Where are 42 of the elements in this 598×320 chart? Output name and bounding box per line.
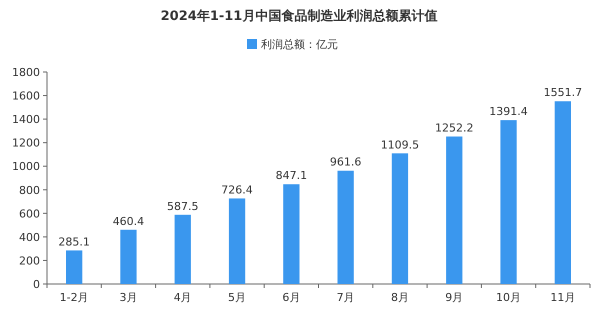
data-label: 847.1 xyxy=(276,169,308,182)
data-label: 460.4 xyxy=(112,214,144,228)
bar xyxy=(66,250,82,284)
data-label: 1252.2 xyxy=(435,122,474,135)
bar xyxy=(228,198,246,284)
x-tick-label: 10月 xyxy=(496,291,522,304)
x-tick-label: 7月 xyxy=(336,291,355,304)
x-tick-label: 1-2月 xyxy=(60,291,89,304)
data-label: 726.4 xyxy=(221,183,253,196)
y-tick-label: 600 xyxy=(19,207,40,220)
x-tick-label: 3月 xyxy=(119,291,138,304)
bar xyxy=(500,120,517,284)
bar xyxy=(174,214,191,284)
data-label: 1391.4 xyxy=(489,105,528,118)
y-tick-label: 1600 xyxy=(12,90,40,103)
x-tick-label: 5月 xyxy=(228,291,246,304)
y-tick-label: 1200 xyxy=(12,136,40,150)
x-tick-label: 4月 xyxy=(174,291,192,304)
bar xyxy=(120,230,137,284)
x-tick-label: 8月 xyxy=(390,291,409,304)
y-tick-label: 800 xyxy=(19,184,40,197)
data-label: 1551.7 xyxy=(544,86,582,100)
x-tick-label: 11月 xyxy=(550,291,576,304)
x-tick-label: 9月 xyxy=(445,291,464,304)
y-tick-label: 400 xyxy=(19,230,40,244)
x-tick-label: 6月 xyxy=(282,291,300,304)
bar xyxy=(283,184,300,284)
bar xyxy=(338,170,354,284)
data-label: 961.6 xyxy=(330,156,362,169)
data-label: 285.1 xyxy=(58,235,90,248)
y-tick-label: 1400 xyxy=(12,113,40,126)
y-tick-label: 1000 xyxy=(12,160,40,174)
y-tick-label: 1800 xyxy=(12,66,40,79)
bar xyxy=(392,153,408,284)
y-tick-label: 0 xyxy=(33,278,40,291)
bar xyxy=(446,136,462,284)
data-label: 587.5 xyxy=(167,200,198,213)
y-tick-label: 200 xyxy=(19,254,40,268)
legend-label: 利润总额：亿元 xyxy=(261,38,338,51)
chart-title: 2024年1-11月中国食品制造业利润总额累计值 xyxy=(160,8,438,24)
bar xyxy=(554,101,571,284)
data-label: 1109.5 xyxy=(380,138,420,152)
